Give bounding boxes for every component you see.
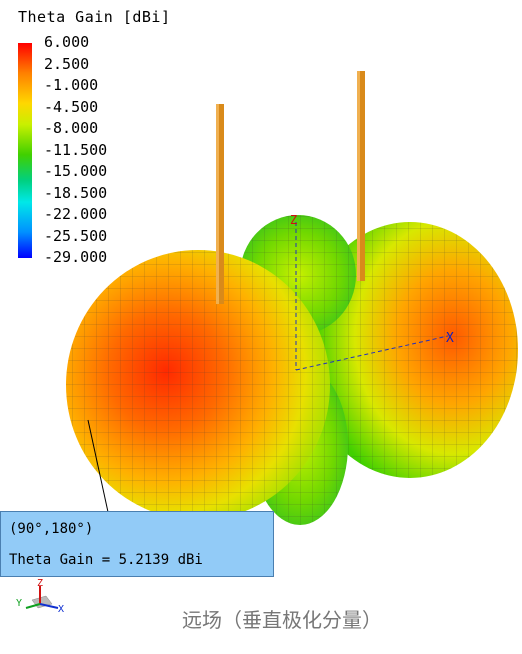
axis-triad[interactable]: Z X Y xyxy=(10,578,70,618)
axis-z-label: Z xyxy=(290,213,297,227)
triad-x-label: X xyxy=(58,604,64,615)
triad-y-label: Y xyxy=(16,598,22,609)
probe-tooltip: (90°,180°) Theta Gain = 5.2139 dBi xyxy=(0,511,274,577)
legend-tick: -25.500 xyxy=(44,226,108,245)
legend-tick: -8.000 xyxy=(44,119,99,137)
legend-tick: -18.500 xyxy=(44,183,108,202)
legend-tick: -29.000 xyxy=(44,248,108,266)
legend-tick: -4.500 xyxy=(44,97,99,116)
color-scale-bar xyxy=(18,43,32,258)
right-lobe xyxy=(302,222,518,478)
rod-antenna-right xyxy=(357,71,365,281)
tooltip-coords: (90°,180°) xyxy=(9,521,94,537)
axis-x-label: X xyxy=(446,331,454,346)
legend-tick: -15.000 xyxy=(44,162,108,180)
scene-axes xyxy=(295,222,449,371)
plot-caption: 远场（垂直极化分量） xyxy=(182,608,382,632)
tooltip-value: Theta Gain = 5.2139 dBi xyxy=(9,552,203,568)
legend-title: Theta Gain [dBi] xyxy=(18,8,171,26)
legend-tick: -11.500 xyxy=(44,140,108,159)
left-lobe xyxy=(66,250,330,520)
legend-tick: -22.000 xyxy=(44,205,108,223)
triad-z-label: Z xyxy=(37,578,43,589)
legend-tick: -1.000 xyxy=(44,76,99,94)
legend-tick: 6.000 xyxy=(44,33,90,51)
tooltip-leader xyxy=(87,419,109,513)
rod-antenna-left xyxy=(216,104,224,304)
legend-tick: 2.500 xyxy=(44,54,90,73)
